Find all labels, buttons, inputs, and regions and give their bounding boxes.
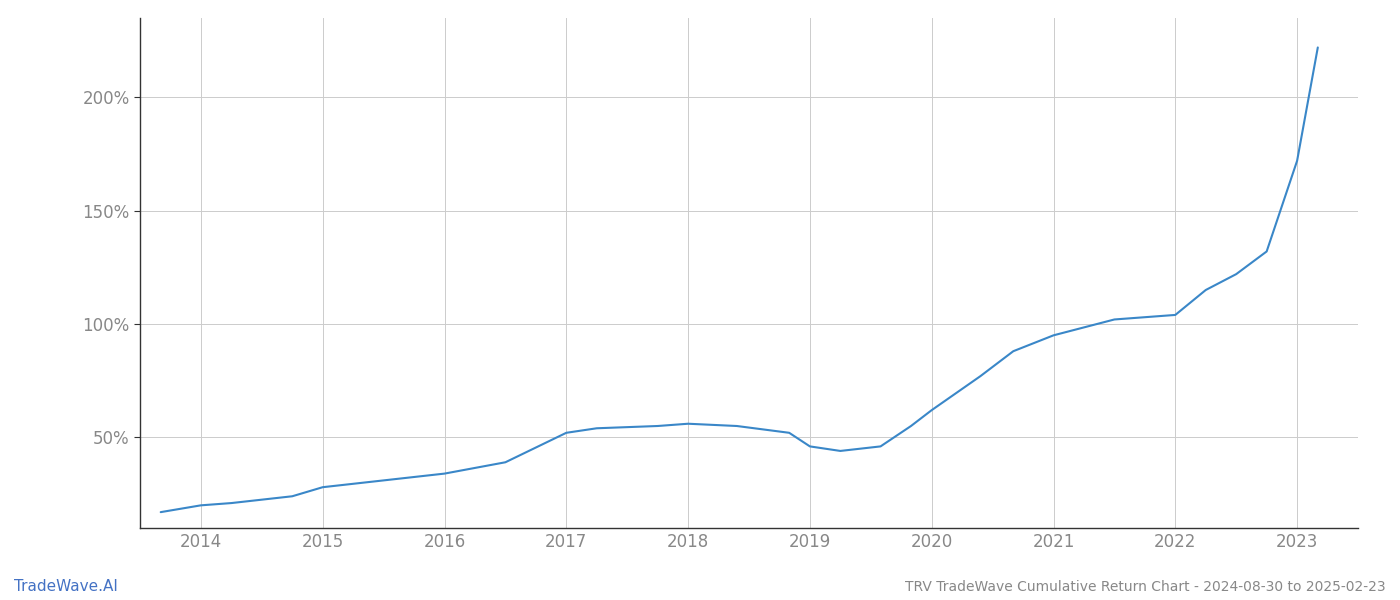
Text: TradeWave.AI: TradeWave.AI [14, 579, 118, 594]
Text: TRV TradeWave Cumulative Return Chart - 2024-08-30 to 2025-02-23: TRV TradeWave Cumulative Return Chart - … [906, 580, 1386, 594]
